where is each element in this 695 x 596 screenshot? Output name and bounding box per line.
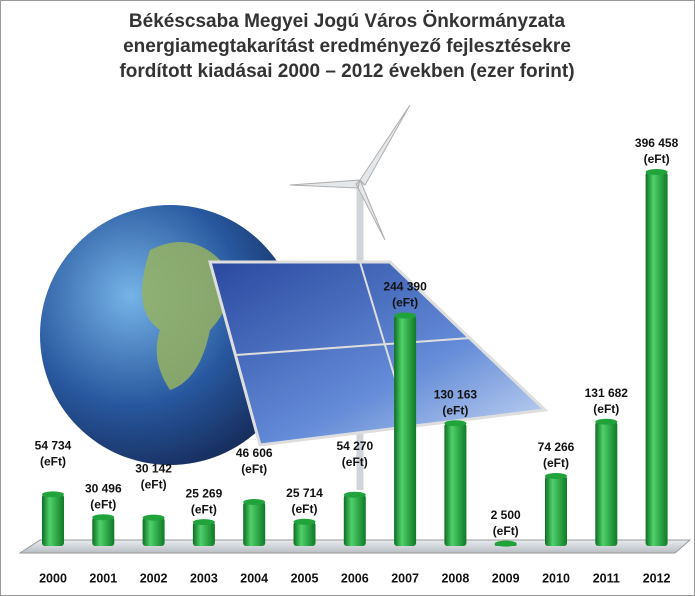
bar-cap <box>92 514 114 520</box>
x-tick-label: 2009 <box>492 571 520 585</box>
value-label-unit: (eFt) <box>392 296 418 310</box>
value-label: 25 714 <box>286 486 323 500</box>
value-label: 131 682 <box>585 386 629 400</box>
value-label-unit: (eFt) <box>442 403 468 417</box>
x-tick-label: 2003 <box>190 571 218 585</box>
x-tick-label: 2004 <box>240 571 268 585</box>
x-tick-label: 2007 <box>391 571 419 585</box>
x-tick-label: 2005 <box>291 571 319 585</box>
bar-cap <box>495 541 517 547</box>
chart-title: fordított kiadásai 2000 – 2012 években (… <box>119 61 574 82</box>
x-tick-label: 2011 <box>593 571 620 585</box>
value-label-unit: (eFt) <box>241 462 267 476</box>
bar <box>294 522 316 546</box>
value-label-unit: (eFt) <box>40 455 66 469</box>
value-label-unit: (eFt) <box>342 455 368 469</box>
value-label-unit: (eFt) <box>644 152 670 166</box>
x-tick-label: 2001 <box>89 571 117 585</box>
value-label-unit: (eFt) <box>191 502 217 516</box>
value-label-unit: (eFt) <box>593 402 619 416</box>
value-label-unit: (eFt) <box>543 456 569 470</box>
bar-cap <box>294 519 316 525</box>
value-label-unit: (eFt) <box>493 524 519 538</box>
value-label-unit: (eFt) <box>292 502 318 516</box>
bar <box>646 172 668 546</box>
value-label: 30 142 <box>135 462 172 476</box>
x-tick-label: 2002 <box>140 571 168 585</box>
bar <box>92 517 114 546</box>
value-label: 25 269 <box>186 486 223 500</box>
chart: Békéscsaba Megyei Jogú Város Önkormányza… <box>0 0 695 596</box>
value-label: 396 458 <box>635 136 679 150</box>
value-label: 74 266 <box>538 440 575 454</box>
value-label-unit: (eFt) <box>141 478 167 492</box>
chart-title: energiamegtakarítást eredményező fejlesz… <box>123 36 571 57</box>
bar-cap <box>394 312 416 318</box>
bar-cap <box>344 492 366 498</box>
x-tick-label: 2010 <box>542 571 570 585</box>
value-label: 54 734 <box>35 439 72 453</box>
bar <box>394 315 416 546</box>
bar <box>545 476 567 546</box>
bar <box>143 518 165 546</box>
x-tick-label: 2012 <box>643 571 671 585</box>
value-label: 30 496 <box>85 481 122 495</box>
bar-cap <box>545 473 567 479</box>
chart-title: Békéscsaba Megyei Jogú Város Önkormányza… <box>129 11 566 32</box>
bar-cap <box>243 499 265 505</box>
bar <box>344 495 366 546</box>
bar-cap <box>42 491 64 497</box>
value-label: 130 163 <box>434 387 478 401</box>
bar <box>243 502 265 546</box>
x-tick-label: 2008 <box>441 571 469 585</box>
bar <box>595 422 617 546</box>
bar <box>193 522 215 546</box>
value-label: 244 390 <box>383 280 427 294</box>
bar-cap <box>193 519 215 525</box>
bar <box>42 494 64 546</box>
bar-cap <box>595 419 617 425</box>
value-label-unit: (eFt) <box>90 497 116 511</box>
x-tick-label: 2006 <box>341 571 369 585</box>
bar-cap <box>444 420 466 426</box>
value-label: 46 606 <box>236 446 273 460</box>
bar-cap <box>143 515 165 521</box>
bar <box>444 423 466 546</box>
value-label: 2 500 <box>491 508 521 522</box>
bar-cap <box>646 169 668 175</box>
value-label: 54 270 <box>336 439 373 453</box>
x-tick-label: 2000 <box>39 571 67 585</box>
